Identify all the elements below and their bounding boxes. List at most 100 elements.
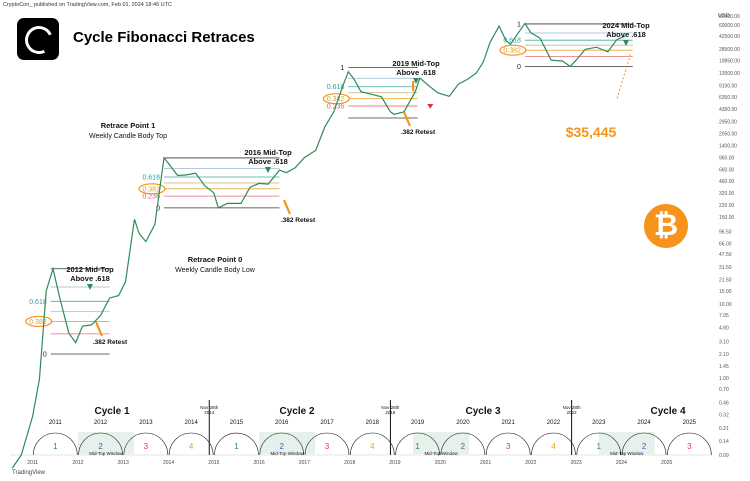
y-tick-label: 80000.00 xyxy=(719,14,740,20)
phase-number: 2 xyxy=(280,442,285,451)
y-tick-label: 6350.00 xyxy=(719,95,737,101)
retest-label: .382 Retest xyxy=(93,339,128,346)
halving-year: 2022 xyxy=(567,410,578,415)
fib-level-label: 0 xyxy=(517,64,521,71)
timeline-year: 2024 xyxy=(637,420,651,426)
mid-top-window-band xyxy=(413,432,470,454)
phase-arc xyxy=(123,432,169,456)
timeline-year: 2014 xyxy=(184,420,198,426)
fib-level-label: 0.382 xyxy=(327,96,345,103)
y-tick-label: 460.00 xyxy=(719,179,735,185)
halving-year: 2018 xyxy=(385,410,396,415)
bitcoin-icon: ₿ xyxy=(644,204,688,248)
timeline-year: 2013 xyxy=(139,420,153,426)
phase-arc xyxy=(621,432,667,456)
phase-number: 3 xyxy=(687,442,692,451)
phase-arc xyxy=(214,432,259,456)
phase-number: 4 xyxy=(551,442,556,451)
phase-number: 4 xyxy=(370,442,375,451)
fib-382-highlight xyxy=(499,44,527,56)
y-tick-label: 66.00 xyxy=(719,241,732,247)
fib-level-label: 1 xyxy=(517,21,521,28)
y-tick-label: 2.10 xyxy=(719,352,729,358)
y-tick-label: 60000.00 xyxy=(719,23,740,29)
x-tick-label: 2022 xyxy=(525,460,536,466)
phase-number: 3 xyxy=(506,442,511,451)
x-tick-label: 2012 xyxy=(72,460,83,466)
y-tick-label: 47.50 xyxy=(719,252,732,258)
midtop-title: 2019 Mid-Top xyxy=(392,59,440,68)
retrace-point-0-label: Retrace Point 0 xyxy=(188,255,243,264)
timeline-year: 2016 xyxy=(275,420,289,426)
phase-arc xyxy=(304,432,350,456)
page-title: Cycle Fibonacci Retraces xyxy=(73,29,255,46)
timeline-year: 2015 xyxy=(230,420,244,426)
y-tick-label: 220.00 xyxy=(719,203,735,209)
fib-level-label: 0 xyxy=(156,205,160,212)
timeline-year: 2022 xyxy=(547,420,561,426)
halving-year: 2014 xyxy=(204,410,215,415)
fib-382-highlight xyxy=(25,315,53,328)
y-tick-label: 21.50 xyxy=(719,277,732,283)
fib-level-label: 1 xyxy=(340,65,344,72)
phase-number: 1 xyxy=(53,442,58,451)
phase-arc xyxy=(259,432,305,456)
y-tick-label: 0.09 xyxy=(719,453,729,459)
timeline-year: 2012 xyxy=(94,420,108,426)
orange-arrow-icon xyxy=(402,111,412,127)
x-tick-label: 2017 xyxy=(299,460,310,466)
y-tick-label: 0.46 xyxy=(719,401,729,407)
halving-label: Nov 28th xyxy=(563,405,582,410)
cycle-label: Cycle 2 xyxy=(279,406,314,417)
phase-number: 2 xyxy=(642,442,647,451)
target-price-label: $35,445 xyxy=(566,124,617,140)
midtop-title: 2024 Mid-Top xyxy=(602,21,650,30)
y-tick-label: 2950.00 xyxy=(719,120,737,126)
cycle-label: Cycle 4 xyxy=(650,406,685,417)
mid-top-window-label: Mid-Top Window xyxy=(610,451,644,456)
mid-top-window-label: Mid-Top Window xyxy=(424,451,458,456)
orange-arrow-icon xyxy=(94,321,104,337)
x-tick-label: 2014 xyxy=(163,460,174,466)
y-tick-label: 1400.00 xyxy=(719,143,737,149)
midtop-subtitle: Above .618 xyxy=(396,68,436,77)
mid-top-window-band xyxy=(77,432,134,454)
y-tick-label: 2050.00 xyxy=(719,131,737,137)
phase-number: 2 xyxy=(98,442,103,451)
timeline-year: 2021 xyxy=(502,420,516,426)
mid-top-window-band xyxy=(598,432,655,454)
phase-arc xyxy=(531,432,576,456)
phase-arc xyxy=(395,432,440,456)
retest-label: .382 Retest xyxy=(401,129,436,136)
timeline-year: 2017 xyxy=(320,420,334,426)
phase-arc xyxy=(350,432,395,456)
price-series-line xyxy=(11,22,626,469)
target-dashed-line xyxy=(616,54,631,99)
x-tick-label: 2024 xyxy=(616,460,627,466)
cryptocon-logo xyxy=(17,18,59,60)
fib-382-highlight xyxy=(138,183,166,195)
timeline-year: 2018 xyxy=(366,420,380,426)
y-tick-label: 960.00 xyxy=(719,156,735,162)
halving-label: Nov 28th xyxy=(200,405,219,410)
tradingview-brand: TradingView xyxy=(12,470,46,476)
phase-arc xyxy=(32,432,78,456)
y-tick-label: 15.00 xyxy=(719,289,732,295)
phase-number: 3 xyxy=(325,442,330,451)
retrace-point-1-sublabel: Weekly Candle Body Top xyxy=(89,133,167,140)
phase-number: 1 xyxy=(234,442,239,451)
phase-arc xyxy=(667,432,712,456)
phase-number: 1 xyxy=(597,442,602,451)
phase-arc xyxy=(440,432,486,456)
y-tick-label: 660.00 xyxy=(719,168,735,174)
y-tick-label: 10.00 xyxy=(719,302,732,308)
x-tick-label: 2023 xyxy=(571,460,582,466)
fib-level-label: 0.618 xyxy=(142,175,160,182)
x-tick-label: 2013 xyxy=(118,460,129,466)
x-tick-label: 2016 xyxy=(254,460,265,466)
y-tick-label: 31.50 xyxy=(719,265,732,271)
phase-arc xyxy=(576,432,622,456)
phase-number: 1 xyxy=(415,442,420,451)
y-tick-label: 4350.00 xyxy=(719,107,737,113)
timeline-year: 2020 xyxy=(456,420,470,426)
